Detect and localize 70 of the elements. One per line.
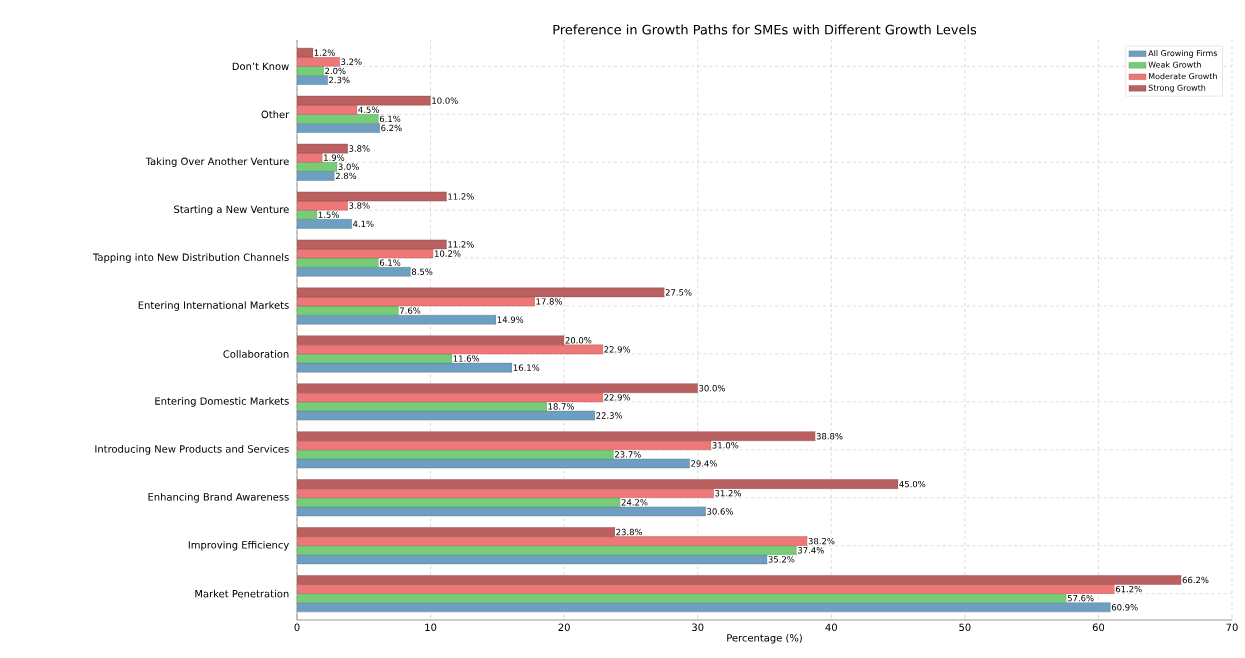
data-label: 23.8%	[616, 528, 643, 536]
data-label: 1.9%	[324, 154, 345, 161]
x-tick-label: 70	[1226, 623, 1238, 632]
data-label: 6.1%	[379, 259, 401, 266]
data-label: 14.9%	[497, 316, 524, 323]
y-tick-label: Tapping into New Distribution Channels	[92, 253, 289, 263]
data-label: 2.3%	[329, 76, 350, 84]
x-tick-label: 60	[1092, 623, 1105, 632]
x-tick-label: 10	[425, 623, 437, 632]
data-label: 38.8%	[816, 432, 843, 440]
data-label: 31.2%	[715, 490, 741, 497]
data-label: 3.8%	[349, 145, 370, 152]
data-label: 57.6%	[1067, 595, 1094, 602]
x-tick-label: 50	[959, 623, 971, 632]
data-label: 2.0%	[325, 67, 346, 75]
data-label: 4.5%	[358, 106, 379, 113]
data-label: 20.0%	[565, 337, 592, 344]
chart-title: Preference in Growth Paths for SMEs with Different Growth Levels	[553, 24, 977, 35]
data-label: 35.2%	[768, 556, 795, 563]
data-label: 10.2%	[434, 250, 461, 257]
data-label: 30.0%	[699, 385, 725, 392]
y-tick-label: Introducing New Products and Services	[95, 445, 289, 455]
data-label: 3.8%	[349, 202, 370, 209]
data-label: 60.9%	[1111, 604, 1138, 611]
x-tick-label: 0	[294, 623, 300, 632]
data-label: 31.0%	[712, 442, 739, 449]
y-tick-label: Starting a New Venture	[174, 205, 289, 215]
x-tick-label: 40	[825, 623, 837, 632]
y-tick-label: Other	[261, 110, 290, 119]
data-label: 6.2%	[381, 124, 402, 132]
x-tick-label: 20	[558, 623, 570, 632]
y-tick-label: Entering International Markets	[138, 301, 289, 311]
data-label: 29.4%	[691, 460, 717, 467]
data-label: 45.0%	[899, 480, 926, 488]
y-tick-label: Collaboration	[223, 350, 289, 358]
y-tick-label: Improving Efficiency	[188, 540, 289, 551]
y-tick-label: Entering Domestic Markets	[155, 397, 289, 407]
data-label: 38.2%	[808, 537, 835, 545]
data-label: 8.5%	[411, 268, 433, 275]
data-label: 16.1%	[513, 364, 540, 371]
data-label: 22.9%	[604, 346, 631, 353]
data-label: 11.2%	[448, 241, 474, 248]
data-label: 24.2%	[621, 499, 648, 506]
data-label: 6.1%	[379, 115, 401, 123]
data-label: 37.4%	[798, 547, 824, 554]
data-label: 66.2%	[1182, 576, 1209, 584]
data-label: 22.3%	[596, 412, 623, 419]
data-label: 1.2%	[314, 49, 335, 56]
data-label: 3.2%	[341, 58, 362, 66]
data-label: 7.6%	[400, 307, 421, 314]
data-label: 27.5%	[665, 289, 692, 296]
data-label: 30.6%	[707, 508, 733, 515]
x-axis-title: Percentage (%)	[727, 633, 802, 644]
data-label: 10.0%	[432, 97, 458, 104]
data-label: 11.6%	[453, 355, 480, 362]
data-label: 4.1%	[352, 220, 374, 228]
data-label: 17.8%	[536, 298, 562, 305]
data-label: 23.7%	[614, 451, 641, 458]
data-label: 1.5%	[318, 211, 339, 218]
y-tick-label: Enhancing Brand Awareness	[148, 492, 289, 503]
data-label: 3.0%	[338, 163, 359, 170]
y-tick-label: Don’t Know	[232, 62, 289, 71]
data-label: 2.8%	[335, 172, 357, 180]
y-tick-label: Market Penetration	[195, 589, 289, 598]
data-label: 18.7%	[548, 403, 575, 410]
data-label: 61.2%	[1115, 585, 1142, 593]
y-tick-label: Taking Over Another Venture	[145, 157, 289, 168]
data-label: 11.2%	[448, 193, 474, 200]
data-label: 22.9%	[604, 394, 631, 401]
x-tick-label: 30	[692, 623, 704, 632]
